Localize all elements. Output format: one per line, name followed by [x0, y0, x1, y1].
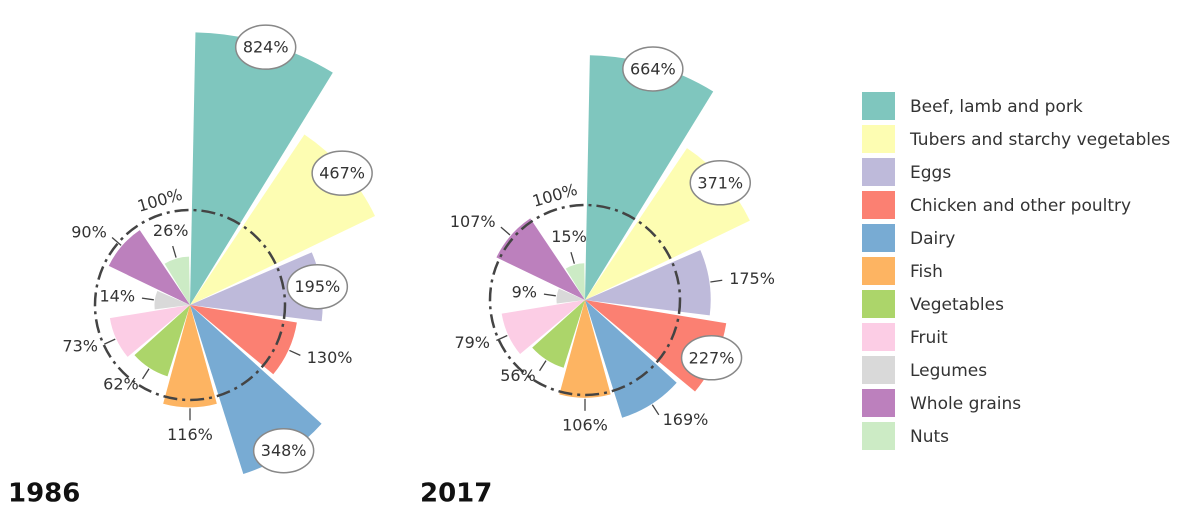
label-bubble: [689, 160, 752, 206]
wedge: [134, 305, 190, 377]
legend-label: Legumes: [910, 361, 987, 381]
value-label: 467%: [319, 164, 365, 183]
wedge: [565, 263, 585, 300]
leader-line: [710, 279, 723, 283]
value-label: 371%: [697, 173, 743, 192]
wedge: [585, 55, 714, 300]
legend-swatch: [862, 389, 895, 417]
leader-line: [289, 349, 301, 356]
leader-line: [104, 338, 116, 345]
legend-label: Dairy: [910, 229, 955, 249]
label-bubble: [252, 427, 315, 474]
leader-line: [538, 360, 547, 372]
wedge: [163, 305, 217, 408]
wedge: [532, 300, 585, 368]
value-label: 175%: [729, 269, 775, 288]
value-label: 227%: [689, 348, 735, 367]
value-label: 15%: [551, 227, 587, 246]
legend-label: Nuts: [910, 427, 949, 447]
legend-swatch: [862, 125, 895, 153]
value-label: 56%: [500, 366, 536, 385]
value-label: 195%: [294, 277, 340, 296]
legend-label: Whole grains: [910, 394, 1021, 414]
value-label: 824%: [243, 38, 289, 57]
value-label: 664%: [630, 59, 676, 78]
leader-line: [496, 334, 508, 342]
leader-line: [570, 252, 575, 264]
legend-swatch: [862, 422, 895, 450]
wedge: [164, 256, 190, 305]
value-label: 73%: [62, 337, 98, 356]
leader-line: [543, 293, 556, 297]
value-label: 348%: [261, 441, 307, 460]
legend-swatch: [862, 323, 895, 351]
value-label: 107%: [450, 212, 496, 231]
legend-swatch: [862, 158, 895, 186]
wedge: [501, 300, 585, 355]
panel-title: 2017: [420, 479, 492, 508]
value-label: 90%: [71, 222, 107, 241]
legend-label: Fish: [910, 262, 943, 282]
legend-label: Beef, lamb and pork: [910, 97, 1083, 117]
legend-label: Eggs: [910, 163, 951, 183]
leader-line: [141, 368, 150, 380]
label-bubble: [622, 46, 684, 92]
legend-swatch: [862, 191, 895, 219]
legend-swatch: [862, 92, 895, 120]
legend-swatch: [862, 290, 895, 318]
value-label: 62%: [103, 374, 139, 393]
leader-line: [141, 297, 154, 301]
wedge: [108, 230, 190, 305]
wedge: [109, 305, 190, 357]
legend-swatch: [862, 224, 895, 252]
leader-line: [172, 245, 177, 258]
value-label: 106%: [562, 415, 608, 434]
value-label: 79%: [454, 333, 490, 352]
legend-label: Fruit: [910, 328, 948, 348]
value-label: 14%: [99, 287, 135, 306]
wedge: [154, 290, 190, 310]
leader-line: [500, 226, 511, 236]
label-bubble: [311, 150, 373, 196]
wedge: [585, 300, 677, 418]
value-label: 130%: [307, 348, 353, 367]
wedge: [190, 32, 333, 305]
label-bubble: [286, 263, 349, 310]
value-label: 9%: [512, 283, 537, 302]
value-label: 116%: [167, 425, 213, 444]
legend-label: Tubers and starchy vegetables: [909, 130, 1170, 150]
label-bubble: [680, 335, 743, 381]
value-label: 26%: [153, 221, 189, 240]
legend-label: Vegetables: [910, 295, 1004, 315]
value-label: 169%: [663, 410, 709, 429]
wedge: [496, 218, 585, 300]
wedge: [559, 300, 611, 398]
wedge: [190, 252, 323, 322]
legend-swatch: [862, 356, 895, 384]
leader-line: [111, 236, 122, 246]
reference-circle: [488, 203, 682, 397]
legend-swatch: [862, 257, 895, 285]
wedge: [556, 288, 585, 304]
reference-circle: [93, 208, 287, 402]
leader-line: [651, 404, 660, 416]
legend-label: Chicken and other poultry: [910, 196, 1131, 216]
panel-title: 1986: [8, 479, 80, 508]
label-bubble: [234, 24, 297, 70]
